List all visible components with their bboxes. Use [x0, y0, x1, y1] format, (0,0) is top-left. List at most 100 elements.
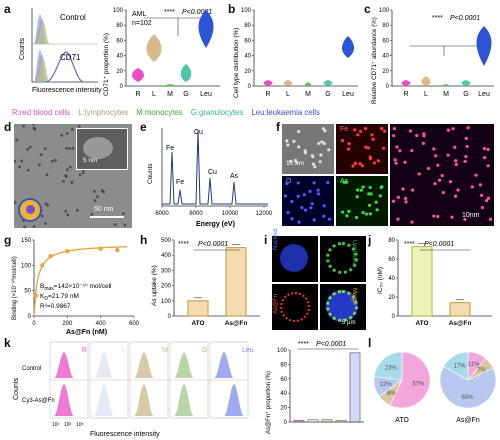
map-particle	[311, 154, 315, 159]
k-hist-control	[214, 352, 234, 378]
map-particle	[375, 208, 379, 212]
map-particle	[432, 147, 436, 151]
pie-slice	[443, 351, 469, 381]
tem-particle	[28, 145, 32, 149]
map-particle	[488, 217, 493, 221]
k-xtick-label: 10¹	[52, 422, 60, 428]
cell-type-legend: R:red blood cells L:lymphocytes M:monocy…	[12, 108, 326, 117]
map-particle	[463, 217, 467, 221]
map-particle	[286, 210, 290, 215]
panel-label-i: i	[264, 233, 268, 247]
map-particle	[415, 133, 419, 138]
kb-bar-fill	[336, 420, 346, 422]
ferritin-icon	[18, 198, 42, 222]
map-particle	[421, 141, 425, 145]
map-fe-label: Fe	[340, 126, 349, 133]
b-ytick-label: 60	[244, 38, 251, 44]
svg-text:Bmax=142×10⁻¹⁰ mol/cell: Bmax=142×10⁻¹⁰ mol/cell	[40, 283, 112, 292]
panel-f-maps: 10 nm Fe O As 10nm	[282, 124, 496, 228]
pie-title: As@Fn	[456, 417, 480, 424]
map-particle	[392, 127, 397, 131]
j-ytick-label: 40	[388, 276, 395, 282]
tem-scale-label: 50 nm	[94, 206, 114, 213]
pie-slice	[439, 366, 497, 409]
tem-particle	[68, 147, 71, 150]
g-r2: R²=0.9867	[40, 303, 71, 310]
peak-cu2: Cu	[208, 169, 217, 176]
map-particle	[474, 173, 478, 177]
pie-slice-label: 23%	[385, 365, 398, 371]
map-particle	[383, 129, 387, 133]
kb-ytick-label: 20	[280, 406, 287, 412]
map-particle	[480, 205, 485, 210]
map-particle	[479, 193, 484, 197]
k-col-label: M	[162, 347, 168, 354]
tem-particle	[18, 165, 22, 169]
map-particle	[394, 161, 398, 165]
map-particle	[353, 128, 357, 132]
map-particle	[302, 193, 306, 197]
g-xtick-label: 600	[129, 321, 140, 327]
map-particle	[312, 218, 316, 222]
map-particle	[316, 188, 320, 192]
hist-xlabel: Fluorescence intensity	[32, 87, 102, 94]
k-hist-control	[94, 352, 114, 378]
map-particle	[454, 162, 458, 166]
j-bar	[449, 302, 471, 317]
map-merge-scale: 10nm	[462, 212, 480, 219]
map-particle	[392, 134, 396, 138]
map-particle	[296, 194, 300, 198]
map-particle	[486, 147, 490, 152]
map-particle	[297, 220, 301, 224]
violin-ylabel: CD71⁺ proportion (%)	[103, 33, 110, 96]
binding-point	[115, 247, 120, 253]
map-particle	[297, 145, 301, 149]
map-particle	[353, 161, 358, 165]
map-particle	[408, 129, 413, 133]
map-particle	[346, 147, 351, 151]
j-ylabel: IC₅₀ (nM)	[377, 267, 384, 294]
map-particle	[290, 199, 294, 204]
kb-bar	[293, 420, 305, 423]
g-bmax-val: =142×10⁻¹⁰ mol/cell	[54, 283, 112, 290]
map-particle	[446, 153, 450, 157]
tem-particle	[90, 213, 94, 216]
h-sig: ****	[178, 241, 189, 248]
map-particle	[358, 162, 362, 166]
j-ytick-label: 80	[388, 238, 395, 244]
k-col-label: Leu	[242, 347, 254, 354]
tem-particle	[70, 180, 74, 184]
map-particle	[309, 206, 313, 210]
binding-point	[48, 254, 53, 259]
map-particle	[396, 195, 400, 199]
tem-inset: 5 nm	[76, 128, 128, 170]
tem-particle	[66, 213, 70, 217]
map-particle	[446, 128, 450, 132]
map-particle	[465, 144, 469, 149]
map-particle	[355, 195, 359, 199]
c-ytick-label: 60	[382, 38, 389, 44]
a-category-label: G	[183, 91, 188, 98]
g-ytick-label: 0	[28, 314, 32, 320]
map-particle	[308, 189, 312, 193]
map-particle	[464, 155, 468, 159]
h-ytick-label: 200	[161, 284, 172, 290]
tem-particle	[75, 208, 79, 212]
map-particle	[326, 181, 330, 185]
tem-particle	[32, 225, 36, 228]
map-particle	[369, 192, 373, 196]
tem-particle	[43, 147, 47, 151]
legend-l: L:lymphocytes	[78, 108, 129, 117]
legend-g: G:granulocytes	[190, 108, 244, 117]
pie-slice-label: 7%	[477, 368, 486, 374]
map-particle	[285, 181, 289, 186]
b-ytick-label: 100	[241, 8, 252, 14]
kb-p: P<0.0001	[316, 341, 346, 348]
panel-label-k: k	[4, 336, 11, 350]
map-particle	[354, 215, 359, 220]
map-particle	[286, 143, 290, 147]
tem-particle	[78, 125, 81, 128]
tem-inset-scale: 5 nm	[83, 157, 98, 164]
map-as	[336, 176, 388, 226]
